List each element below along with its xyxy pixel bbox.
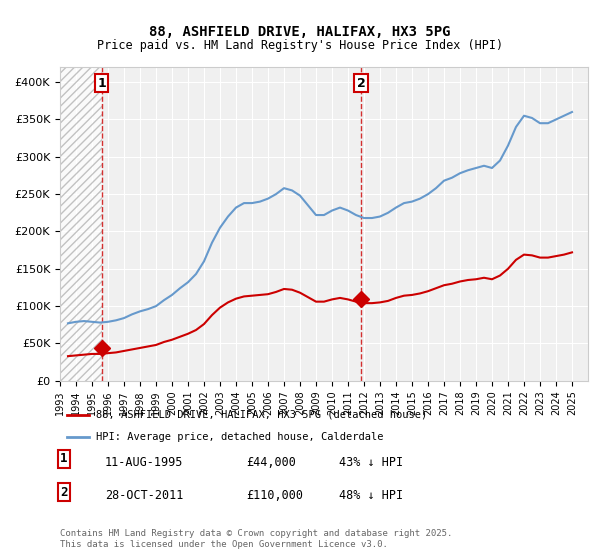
Text: 88, ASHFIELD DRIVE, HALIFAX, HX3 5PG: 88, ASHFIELD DRIVE, HALIFAX, HX3 5PG <box>149 25 451 39</box>
Text: 11-AUG-1995: 11-AUG-1995 <box>105 455 184 469</box>
Text: 1: 1 <box>97 77 106 90</box>
Text: 28-OCT-2011: 28-OCT-2011 <box>105 489 184 502</box>
Text: 1: 1 <box>60 452 67 465</box>
Text: 43% ↓ HPI: 43% ↓ HPI <box>339 455 403 469</box>
Text: £110,000: £110,000 <box>246 489 303 502</box>
Text: HPI: Average price, detached house, Calderdale: HPI: Average price, detached house, Cald… <box>96 432 383 442</box>
Text: 88, ASHFIELD DRIVE, HALIFAX, HX3 5PG (detached house): 88, ASHFIELD DRIVE, HALIFAX, HX3 5PG (de… <box>96 409 427 419</box>
Text: 2: 2 <box>357 77 365 90</box>
Text: £44,000: £44,000 <box>246 455 296 469</box>
Text: Price paid vs. HM Land Registry's House Price Index (HPI): Price paid vs. HM Land Registry's House … <box>97 39 503 52</box>
Text: 48% ↓ HPI: 48% ↓ HPI <box>339 489 403 502</box>
Text: 2: 2 <box>60 486 67 498</box>
Text: Contains HM Land Registry data © Crown copyright and database right 2025.
This d: Contains HM Land Registry data © Crown c… <box>60 529 452 549</box>
